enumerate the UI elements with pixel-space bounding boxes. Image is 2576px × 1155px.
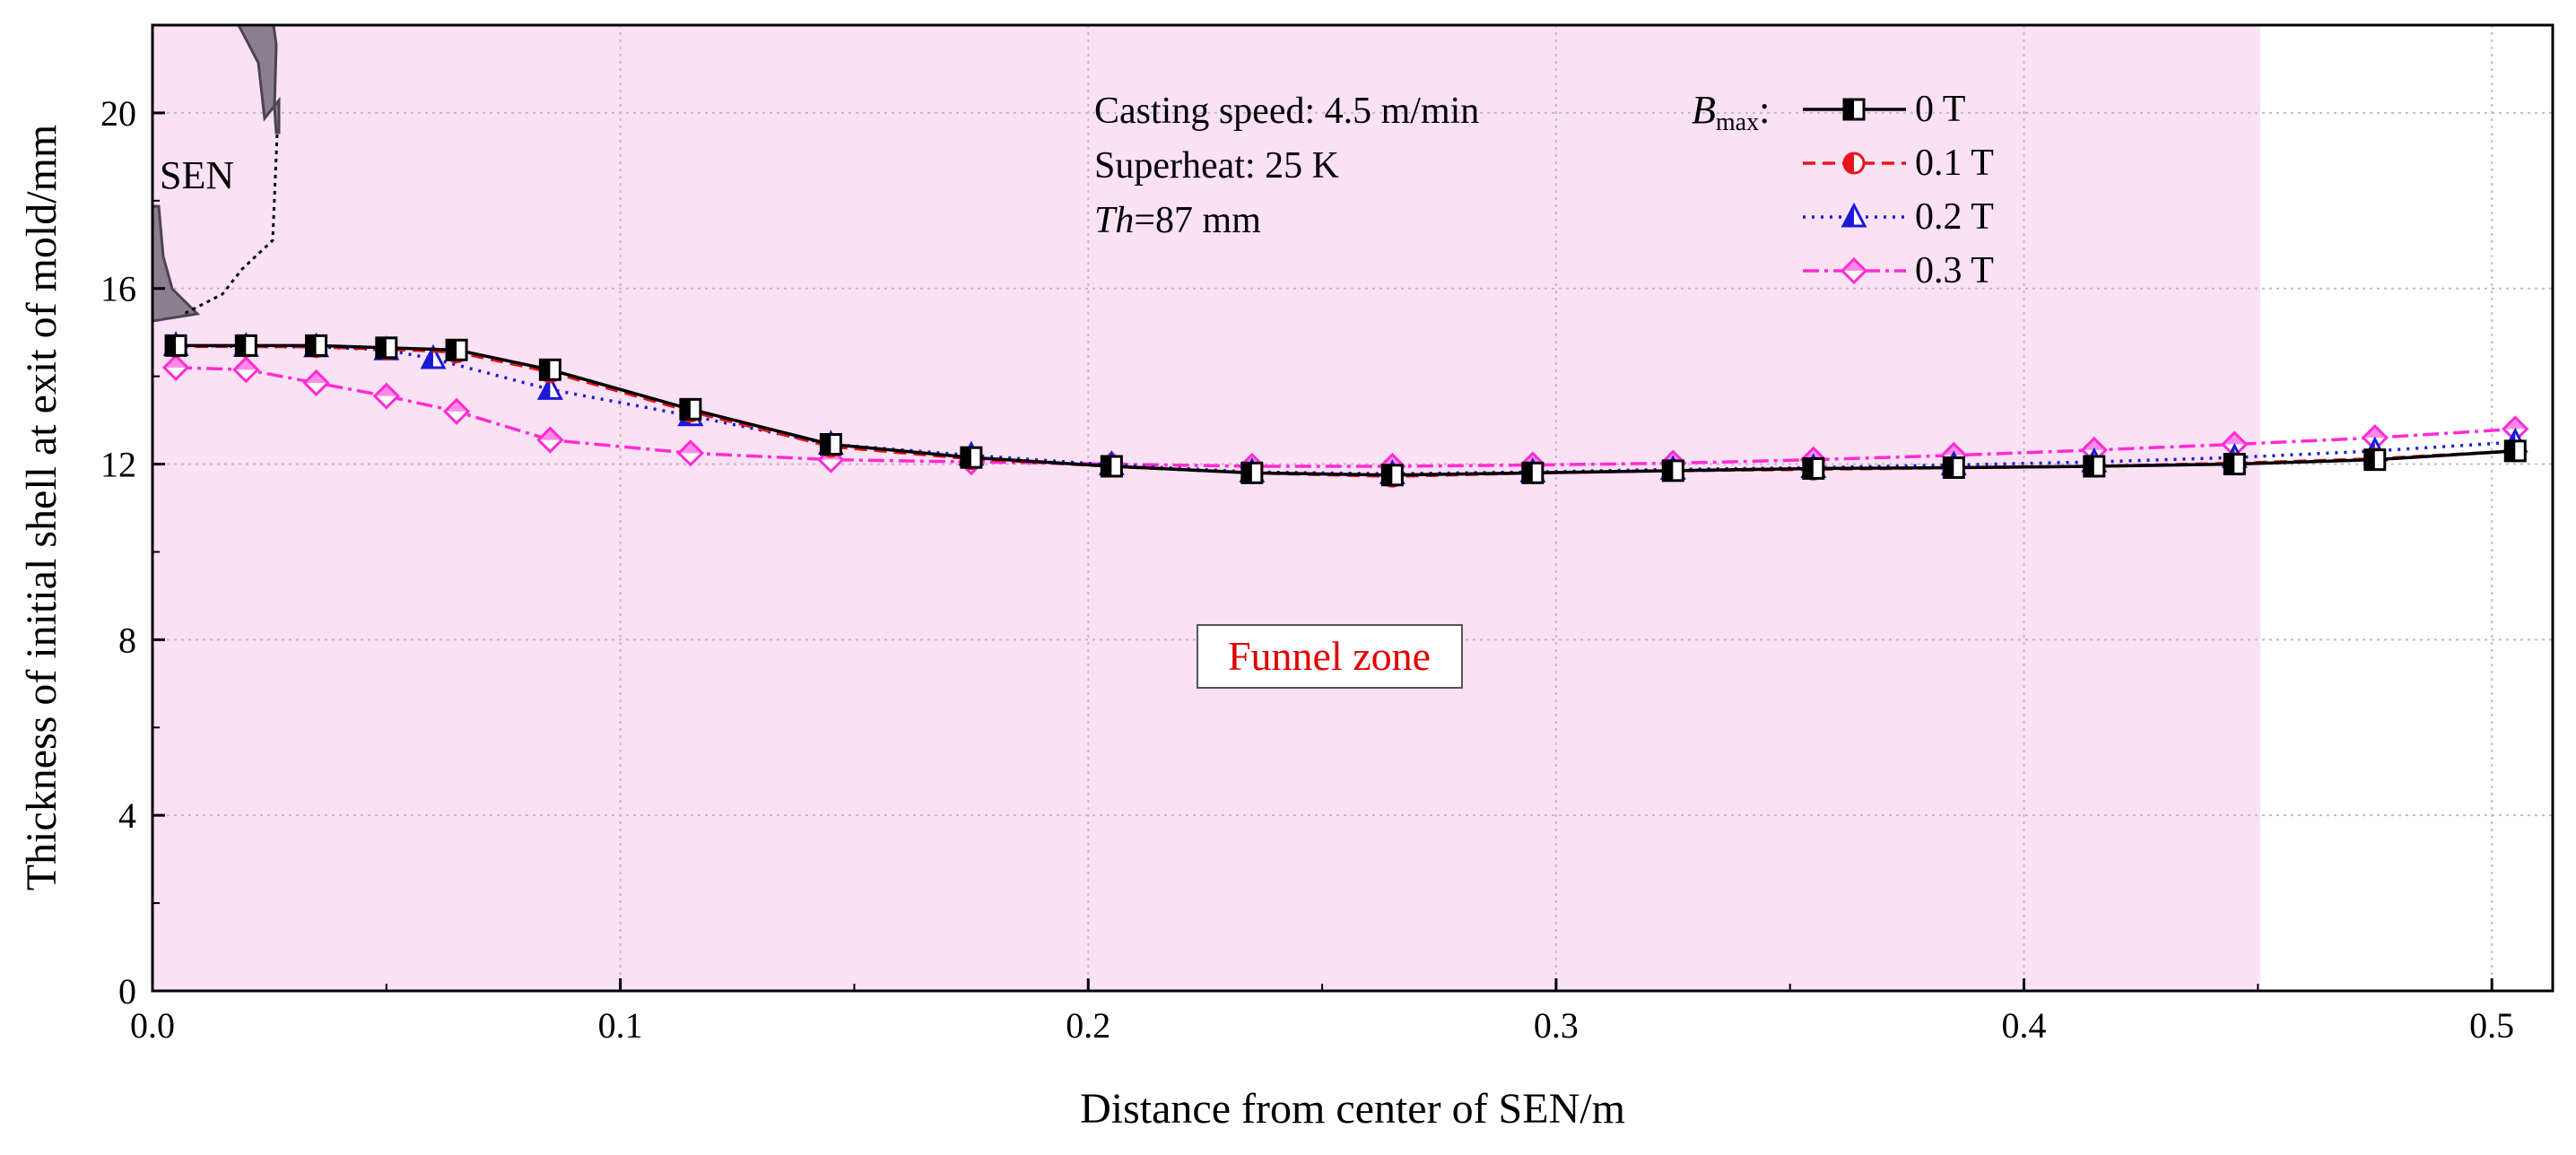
y-tick-labels: 0 4 8 12 16 20 (100, 93, 136, 1012)
conditions-annotation: Casting speed: 4.5 m/min Superheat: 25 K… (1094, 91, 1479, 241)
y-tick-label: 8 (118, 620, 136, 660)
data-point (2083, 455, 2106, 478)
data-point (1842, 152, 1866, 175)
thickness-text: Th=87 mm (1094, 200, 1261, 241)
data-point (1840, 256, 1868, 285)
data-point (1661, 459, 1684, 482)
x-tick-label: 0.3 (1534, 1005, 1579, 1046)
data-point (2503, 439, 2527, 463)
data-point (960, 446, 983, 469)
legend-entries (1803, 98, 1906, 285)
data-point (536, 375, 563, 400)
series-line (176, 366, 2516, 468)
data-point (420, 343, 447, 369)
x-tick-label: 0.1 (598, 1005, 643, 1046)
legend-label: 0.3 T (1915, 250, 1994, 291)
data-point (1942, 456, 1965, 479)
data-point (442, 397, 471, 425)
legend-label: 0 T (1915, 89, 1965, 130)
data-point (2363, 448, 2387, 472)
legend-title: Bmax: (1692, 88, 1770, 136)
data-point (445, 338, 468, 361)
y-tick-label: 12 (100, 445, 136, 485)
data-point (2223, 453, 2246, 476)
sen-port-outline (183, 134, 279, 316)
funnel-zone-shading (152, 25, 2260, 991)
sen-wall-lower (152, 204, 201, 323)
data-point (232, 356, 260, 384)
data-point (1802, 456, 1825, 480)
x-tick-label: 0.0 (130, 1005, 175, 1046)
data-point (1841, 202, 1867, 228)
data-point (164, 334, 187, 357)
data-point (305, 334, 328, 357)
data-point (1240, 461, 1264, 484)
legend: Bmax: 0 T 0.1 T 0.2 T 0.3 T (1692, 88, 1994, 291)
x-tick-label: 0.4 (2002, 1005, 2047, 1046)
data-point (1842, 98, 1866, 121)
series-0-t (164, 334, 2527, 487)
sen-wall-upper (237, 25, 281, 135)
data-point (302, 369, 330, 397)
legend-label: 0.1 T (1915, 143, 1994, 184)
series-layer (161, 331, 2529, 488)
data-point (679, 397, 702, 421)
x-tick-labels: 0.0 0.1 0.2 0.3 0.4 0.5 (130, 1005, 2514, 1046)
legend-label: 0.2 T (1915, 196, 1994, 238)
x-axis-title: Distance from center of SEN/m (1080, 1085, 1625, 1133)
legend-title-colon: : (1759, 88, 1770, 132)
superheat-text: Superheat: 25 K (1094, 145, 1339, 187)
data-point (161, 353, 190, 381)
y-tick-label: 4 (118, 795, 136, 836)
data-point (234, 334, 257, 357)
data-point (1521, 461, 1545, 484)
legend-title-subscript: max (1716, 109, 1759, 136)
y-axis-title: Thickness of initial shell at exit of mo… (18, 125, 65, 891)
x-tick-label: 0.5 (2469, 1005, 2514, 1046)
axis-ticks (151, 111, 2493, 993)
data-point (372, 382, 400, 410)
series-line (176, 343, 2516, 477)
funnel-zone-label-box (1197, 624, 1463, 689)
legend-title-symbol: B (1692, 88, 1716, 132)
data-point (375, 336, 398, 360)
sen-nozzle-drawing: SEN (152, 25, 281, 323)
y-tick-label: 16 (100, 269, 136, 309)
data-point (536, 426, 564, 454)
y-tick-label: 20 (100, 93, 136, 134)
funnel-zone-label: Funnel zone (1228, 633, 1431, 679)
plot-frame (151, 23, 2554, 993)
thickness-symbol: Th (1094, 200, 1134, 241)
sen-label: SEN (160, 153, 234, 197)
casting-speed-text: Casting speed: 4.5 m/min (1094, 91, 1479, 132)
data-point (1100, 455, 1123, 478)
y-tick-label: 0 (118, 971, 136, 1012)
data-point (819, 433, 842, 456)
data-point (1380, 464, 1404, 487)
data-point (676, 439, 705, 467)
x-tick-label: 0.2 (1066, 1005, 1110, 1046)
data-point (538, 358, 561, 381)
thickness-value: =87 mm (1134, 200, 1261, 241)
